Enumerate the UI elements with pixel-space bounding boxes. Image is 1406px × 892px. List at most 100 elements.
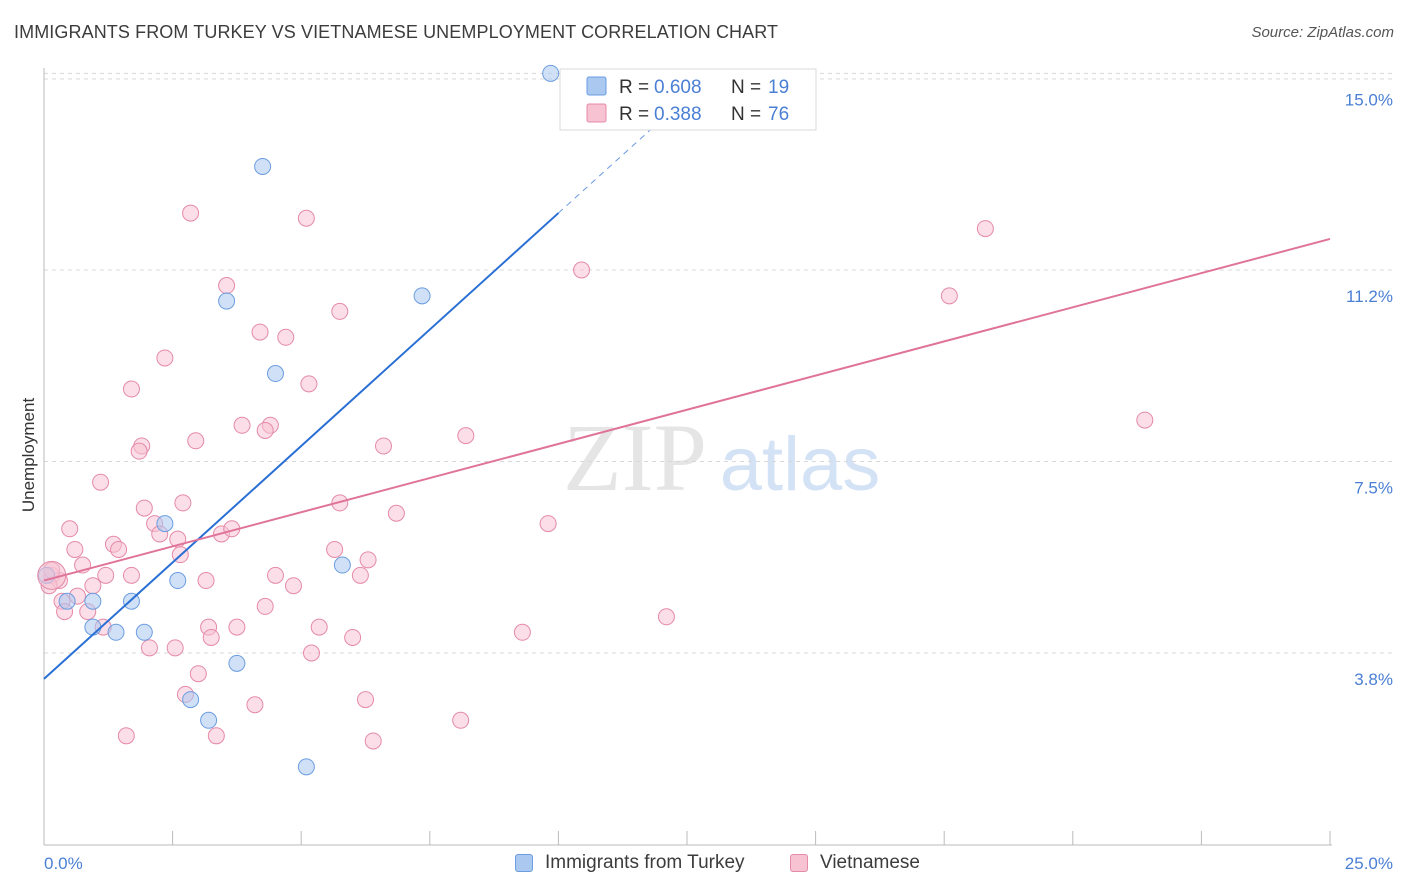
point-vietnamese[interactable] [182, 204, 200, 222]
legend-swatch-pink [790, 854, 808, 872]
point-vietnamese[interactable] [364, 732, 382, 750]
point-vietnamese[interactable] [539, 515, 557, 533]
point-vietnamese[interactable] [266, 566, 284, 584]
trendline-turkey-extension [558, 119, 662, 214]
stats-swatch [586, 76, 607, 96]
chart-title: IMMIGRANTS FROM TURKEY VS VIETNAMESE UNE… [14, 22, 779, 42]
x-tick-label: 0.0% [44, 854, 83, 873]
point-turkey[interactable] [58, 592, 76, 610]
point-vietnamese[interactable] [218, 277, 236, 295]
point-turkey[interactable] [84, 618, 102, 636]
point-vietnamese[interactable] [97, 566, 115, 584]
point-vietnamese[interactable] [197, 572, 215, 590]
stats-r-label: R = [619, 77, 649, 98]
point-vietnamese[interactable] [122, 380, 140, 398]
point-turkey[interactable] [218, 292, 236, 310]
stats-r-label: R = [619, 104, 649, 125]
point-vietnamese[interactable] [228, 618, 246, 636]
point-vietnamese[interactable] [452, 711, 470, 729]
point-vietnamese[interactable] [130, 442, 148, 460]
point-turkey[interactable] [297, 758, 315, 776]
point-vietnamese[interactable] [61, 520, 79, 538]
point-vietnamese[interactable] [1136, 411, 1154, 429]
point-vietnamese[interactable] [110, 540, 128, 558]
point-turkey[interactable] [84, 592, 102, 610]
point-vietnamese[interactable] [122, 566, 140, 584]
point-turkey[interactable] [156, 515, 174, 533]
point-vietnamese[interactable] [140, 639, 158, 657]
point-vietnamese[interactable] [187, 432, 205, 450]
point-vietnamese[interactable] [573, 261, 591, 279]
point-turkey[interactable] [542, 64, 560, 82]
point-vietnamese[interactable] [284, 577, 302, 595]
point-turkey[interactable] [228, 654, 246, 672]
point-vietnamese[interactable] [359, 551, 377, 569]
point-vietnamese[interactable] [92, 473, 110, 491]
chart-source: Source: ZipAtlas.com [1251, 24, 1394, 41]
point-turkey[interactable] [254, 157, 272, 175]
point-vietnamese[interactable] [310, 618, 328, 636]
stats-swatch [586, 103, 607, 123]
y-tick-label: 7.5% [1354, 479, 1393, 498]
point-vietnamese[interactable] [256, 597, 274, 615]
point-vietnamese[interactable] [357, 691, 374, 709]
point-vietnamese[interactable] [297, 209, 315, 227]
legend-item-turkey[interactable]: Immigrants from Turkey [515, 852, 745, 874]
point-vietnamese[interactable] [300, 375, 318, 393]
stats-n-label: N = [731, 77, 761, 98]
point-vietnamese[interactable] [513, 623, 531, 641]
y-tick-label: 11.2% [1346, 287, 1393, 306]
y-tick-label: 15.0% [1345, 90, 1393, 109]
stats-n-value: 76 [768, 104, 789, 125]
legend-label-turkey: Immigrants from Turkey [545, 852, 745, 873]
point-vietnamese[interactable] [189, 665, 207, 683]
point-vietnamese[interactable] [331, 302, 349, 320]
point-vietnamese[interactable] [657, 608, 675, 626]
x-tick-label: 25.0% [1345, 854, 1393, 873]
point-vietnamese[interactable] [302, 644, 320, 662]
point-vietnamese[interactable] [156, 349, 174, 367]
point-vietnamese[interactable] [256, 421, 274, 439]
point-vietnamese[interactable] [207, 727, 225, 745]
watermark-atlas: atlas [720, 422, 881, 507]
point-turkey[interactable] [413, 287, 431, 305]
stats-n-value: 19 [768, 77, 789, 98]
point-vietnamese[interactable] [66, 540, 84, 558]
point-turkey[interactable] [135, 623, 153, 641]
point-vietnamese[interactable] [326, 540, 344, 558]
trendline-turkey [43, 212, 560, 680]
watermark-zip: ZIP [563, 404, 707, 511]
point-vietnamese[interactable] [277, 328, 295, 346]
stats-n-label: N = [731, 104, 761, 125]
point-vietnamese[interactable] [940, 287, 958, 305]
point-vietnamese[interactable] [976, 220, 994, 238]
point-vietnamese[interactable] [375, 437, 393, 455]
bottom-legend: Immigrants from Turkey Vietnamese [0, 852, 1406, 878]
point-turkey[interactable] [266, 365, 284, 383]
point-turkey[interactable] [200, 711, 218, 729]
point-vietnamese[interactable] [344, 628, 362, 646]
point-vietnamese[interactable] [457, 427, 475, 445]
point-vietnamese[interactable] [117, 727, 135, 745]
point-vietnamese[interactable] [166, 639, 184, 657]
point-vietnamese[interactable] [387, 504, 405, 522]
point-vietnamese[interactable] [351, 566, 369, 584]
point-vietnamese[interactable] [233, 416, 251, 434]
legend-item-vietnamese[interactable]: Vietnamese [790, 852, 920, 874]
point-vietnamese[interactable] [246, 696, 264, 714]
y-tick-label: 3.8% [1354, 670, 1393, 689]
stats-r-value: 0.388 [654, 104, 702, 125]
point-vietnamese[interactable] [202, 628, 220, 646]
point-turkey[interactable] [107, 623, 125, 641]
point-vietnamese[interactable] [135, 499, 153, 517]
point-turkey[interactable] [169, 572, 187, 590]
point-turkey[interactable] [333, 556, 351, 574]
point-vietnamese[interactable] [84, 577, 102, 595]
point-turkey[interactable] [182, 691, 200, 709]
legend-label-vietnamese: Vietnamese [820, 852, 920, 873]
point-vietnamese[interactable] [251, 323, 269, 341]
trendline-vietnamese [43, 237, 1331, 582]
legend-swatch-blue [515, 854, 533, 872]
point-vietnamese[interactable] [174, 494, 192, 512]
